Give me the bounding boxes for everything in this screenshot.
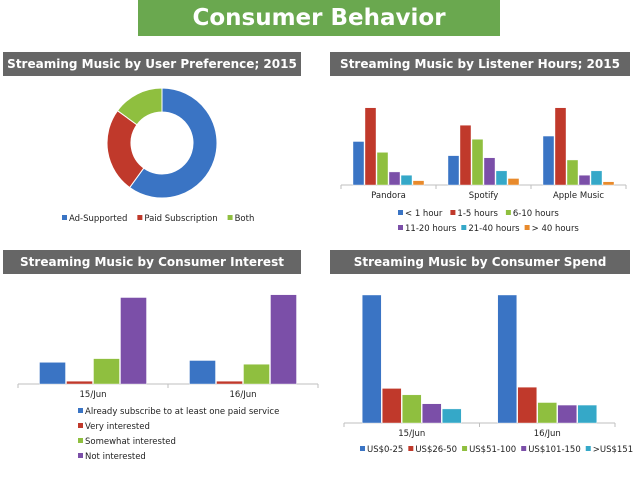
bar-hours-spotify-21-40-hours (495, 170, 508, 186)
x-tick-label-15-jun: 15/Jun (398, 429, 425, 439)
page-title: Consumer Behavior Analysis (138, 0, 500, 67)
bar-interest-15-jun-not-interested (120, 297, 147, 385)
bar-interest-16-jun-somewhat-interested (243, 364, 270, 385)
legend-label-us-26-50: US$26-50 (415, 445, 457, 455)
legend-label-paid-subscription: Paid Subscription (144, 214, 217, 224)
panel-title-user-preference: Streaming Music by User Preference; 2015 (3, 52, 301, 76)
legend-swatch-very-interested (78, 423, 83, 428)
bar-interest-15-jun-already-subscribe-to-at-least-one-paid-service (39, 362, 66, 385)
legend-swatch-6-10-hours (505, 210, 511, 215)
bar-hours-pandora-11-20-hours (388, 171, 401, 186)
bar-hours-apple-music-11-20-hours (578, 175, 591, 186)
x-tick-label-16-jun: 16/Jun (230, 390, 257, 400)
legend-swatch-us-101-150 (521, 446, 527, 451)
bar-hours-pandora-21-40-hours (400, 175, 413, 186)
bar-interest-16-jun-not-interested (270, 294, 297, 385)
bar-hours-spotify-40-hours (507, 178, 520, 186)
legend-label-us-51-100: US$51-100 (469, 445, 516, 455)
bar-spend-15-jun-us-101-150 (422, 403, 442, 424)
bar-spend-16-jun-us-0-25 (497, 294, 517, 424)
bar-spend-16-jun-us-51-100 (537, 402, 557, 424)
bar-spend-16-jun-us-26-50 (517, 386, 537, 424)
bar-interest-16-jun-already-subscribe-to-at-least-one-paid-service (189, 360, 216, 385)
bar-interest-16-jun-very-interested (216, 380, 243, 385)
x-tick-label-15-jun: 15/Jun (80, 390, 107, 400)
bar-interest-15-jun-very-interested (66, 380, 93, 385)
legend-swatch-not-interested (78, 453, 83, 458)
legend-label-very-interested: Very interested (85, 422, 150, 432)
x-tick-label-16-jun: 16/Jun (534, 429, 561, 439)
bar-hours-pandora-6-10-hours (376, 152, 389, 186)
legend-swatch-paid-subscription (137, 215, 143, 220)
legend-label-21-40-hours: 21-40 hours (468, 224, 520, 234)
legend-swatch-already-subscribe-to-at-least-one-paid-service (78, 408, 83, 413)
legend-label-us-0-25: US$0-25 (367, 445, 403, 455)
legend-label-ad-supported: Ad-Supported (69, 214, 127, 224)
x-tick-label-pandora: Pandora (371, 191, 406, 201)
bar-hours-apple-music-1-hour (542, 135, 555, 186)
bar-spend-16-jun-us-151 (577, 404, 597, 424)
legend-label-1-5-hours: 1-5 hours (457, 209, 498, 219)
legend-label-11-20-hours: 11-20 hours (405, 224, 457, 234)
bar-hours-pandora-1-5-hours (364, 107, 377, 186)
legend-swatch-ad-supported (62, 215, 67, 220)
legend-swatch-us-0-25 (360, 446, 365, 451)
bar-hours-apple-music-6-10-hours (566, 159, 579, 186)
bar-hours-apple-music-21-40-hours (590, 170, 603, 186)
bar-hours-apple-music-40-hours (602, 181, 615, 186)
legend-label-us-151: >US$151 (593, 445, 633, 455)
legend-swatch-1-5-hours (450, 210, 456, 215)
bar-hours-spotify-1-hour (447, 155, 460, 186)
bar-hours-spotify-11-20-hours (483, 157, 496, 186)
bar-spend-16-jun-us-101-150 (557, 404, 577, 424)
legend-swatch-us-26-50 (408, 446, 414, 451)
legend-label-1-hour: < 1 hour (405, 209, 443, 219)
legend-label-already-subscribe-to-at-least-one-paid-service: Already subscribe to at least one paid s… (85, 407, 279, 417)
legend-swatch-11-20-hours (398, 225, 403, 230)
x-tick-label-spotify: Spotify (469, 191, 499, 201)
bar-interest-15-jun-somewhat-interested (93, 358, 120, 385)
legend-label-40-hours: > 40 hours (532, 224, 580, 234)
panel-title-consumer-interest: Streaming Music by Consumer Interest (3, 250, 301, 274)
bar-hours-spotify-1-5-hours (459, 124, 472, 186)
legend-swatch-1-hour (398, 210, 403, 215)
x-tick-label-apple-music: Apple Music (553, 191, 604, 201)
legend-swatch-somewhat-interested (78, 438, 83, 443)
legend-swatch-us-51-100 (462, 446, 468, 451)
legend-label-us-101-150: US$101-150 (528, 445, 581, 455)
legend-label-both: Both (235, 214, 255, 224)
legend-swatch-40-hours (524, 225, 530, 230)
bar-hours-pandora-40-hours (412, 180, 425, 186)
bar-hours-apple-music-1-5-hours (554, 107, 567, 186)
panel-title-listener-hours: Streaming Music by Listener Hours; 2015 (330, 52, 630, 76)
bar-spend-15-jun-us-51-100 (402, 394, 422, 424)
legend-label-not-interested: Not interested (85, 452, 146, 462)
legend-swatch-us-151 (585, 446, 591, 451)
bar-spend-15-jun-us-26-50 (382, 388, 402, 424)
bar-hours-spotify-6-10-hours (471, 139, 484, 186)
panel-title-consumer-spend: Streaming Music by Consumer Spend (330, 250, 630, 274)
bar-spend-15-jun-us-0-25 (362, 294, 382, 424)
bar-hours-pandora-1-hour (352, 141, 365, 186)
legend-label-somewhat-interested: Somewhat interested (85, 437, 176, 447)
legend-swatch-both (227, 215, 233, 220)
donut-slice-both (116, 87, 163, 126)
legend-label-6-10-hours: 6-10 hours (513, 209, 559, 219)
legend-swatch-21-40-hours (461, 225, 467, 230)
bar-spend-15-jun-us-151 (442, 408, 462, 424)
donut-slice-ad-supported (128, 87, 218, 199)
